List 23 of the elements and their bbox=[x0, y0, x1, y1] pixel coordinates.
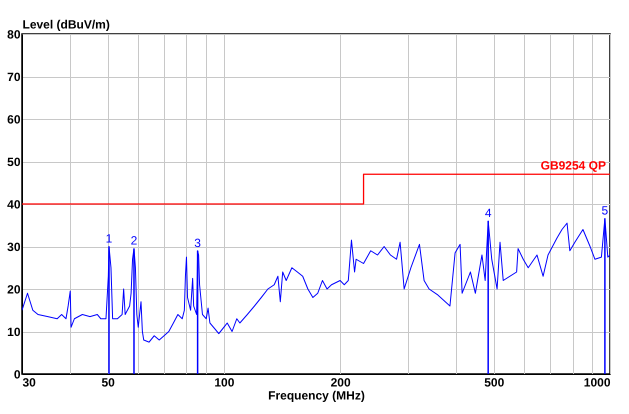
annotation: 4 bbox=[484, 206, 492, 220]
y-axis-title: Level (dBuV/m) bbox=[22, 18, 110, 32]
y-tick-label: 70 bbox=[7, 70, 21, 84]
y-tick-label: 40 bbox=[7, 198, 21, 212]
x-tick-label: 30 bbox=[22, 376, 36, 390]
y-tick-label: 60 bbox=[7, 112, 21, 126]
y-tick-label: 0 bbox=[14, 368, 21, 382]
series-label: GB9254 QP bbox=[540, 158, 606, 172]
x-tick-label: 1000 bbox=[584, 376, 611, 390]
x-axis-title: Frequency (MHz) bbox=[268, 388, 365, 402]
annotation: 2 bbox=[130, 234, 138, 248]
annotation: 3 bbox=[194, 236, 202, 250]
x-tick-label: 100 bbox=[214, 376, 235, 390]
annotation: 5 bbox=[602, 203, 609, 218]
y-tick-label: 80 bbox=[7, 28, 21, 42]
x-tick-label: 500 bbox=[484, 376, 505, 390]
annotation: 1 bbox=[106, 232, 113, 246]
x-tick-label: 200 bbox=[330, 376, 351, 390]
x-tick-label: 50 bbox=[101, 376, 116, 390]
y-tick-label: 50 bbox=[7, 155, 21, 169]
y-tick-label: 30 bbox=[7, 240, 21, 254]
y-tick-label: 10 bbox=[7, 325, 21, 339]
y-tick-label: 20 bbox=[7, 282, 21, 296]
